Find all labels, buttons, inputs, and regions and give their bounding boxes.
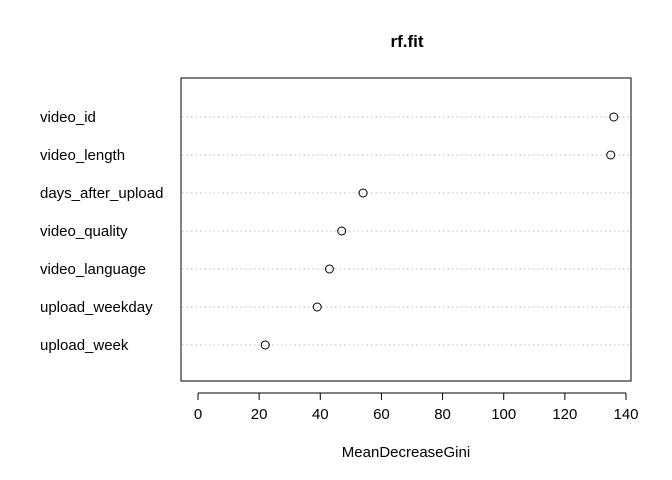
plot-frame	[180, 77, 632, 382]
data-point-upload-weekday	[312, 302, 322, 312]
data-point-video-quality	[337, 226, 347, 236]
data-point-video-language	[324, 264, 334, 274]
data-point-upload-week	[260, 340, 270, 350]
variable-label: upload_weekday	[40, 299, 153, 316]
x-tick-label: 80	[434, 406, 451, 423]
variable-label: days_after_upload	[40, 185, 163, 202]
x-tick-label: 60	[373, 406, 390, 423]
variable-label: video_quality	[40, 223, 128, 240]
x-tick-label: 140	[613, 406, 638, 423]
x-tick-label: 100	[491, 406, 516, 423]
data-point-video-id	[609, 112, 619, 122]
variable-label: video_length	[40, 147, 125, 164]
chart-title: rf.fit	[390, 32, 423, 51]
gridlines	[182, 116, 630, 346]
variable-label: upload_week	[40, 337, 129, 354]
x-tick-label: 20	[251, 406, 268, 423]
variable-labels: video_id video_length days_after_uploadvid…	[40, 109, 163, 354]
variable-label: video_id	[40, 109, 96, 126]
x-axis: 0 20 40 60 80 100 120 140	[194, 392, 639, 423]
x-tick-label: 40	[312, 406, 329, 423]
data-point-video-length	[606, 150, 616, 160]
x-tick-label: 0	[194, 406, 202, 423]
variable-label: video_language	[40, 261, 146, 278]
data-points	[260, 112, 619, 350]
x-tick-label: 120	[552, 406, 577, 423]
data-point-days-after-upload	[358, 188, 368, 198]
x-axis-title: MeanDecreaseGini	[342, 444, 470, 461]
